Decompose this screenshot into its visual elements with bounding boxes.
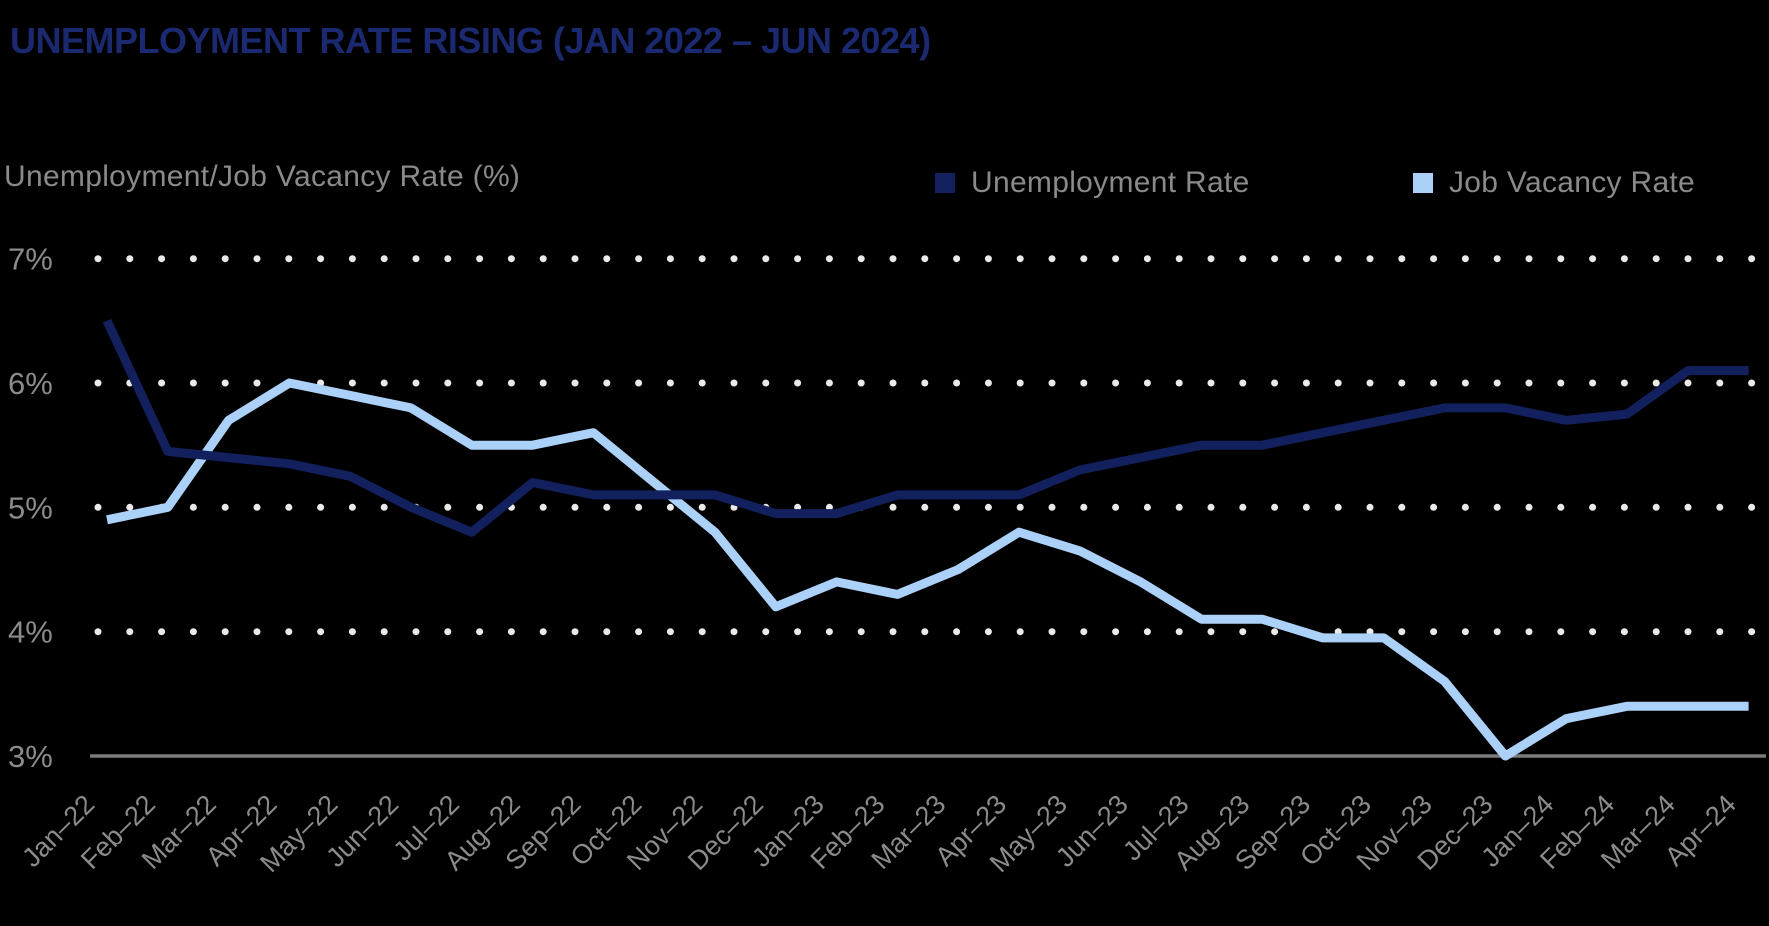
chart-title: UNEMPLOYMENT RATE RISING (JAN 2022 – JUN… — [10, 20, 931, 61]
unemployment-legend-swatch-icon — [935, 173, 955, 193]
unemployment-rate-line — [102, 318, 1749, 537]
unemployment-legend-label: Unemployment Rate — [971, 166, 1250, 199]
legend-item-job-vacancy: Job Vacancy Rate — [1413, 166, 1695, 200]
y-axis-title: Unemployment/Job Vacancy Rate (%) — [4, 160, 521, 193]
job-vacancy-legend-swatch-icon — [1413, 173, 1433, 193]
y-axis-label: 7% — [8, 242, 53, 277]
y-axis-labels: 7% 6% 5% 4% 3% — [8, 242, 53, 774]
job-vacancy-rate-line — [106, 378, 1749, 761]
y-axis-label: 5% — [8, 490, 53, 525]
y-axis-label: 3% — [8, 739, 53, 774]
gridline-dots — [94, 255, 1756, 636]
job-vacancy-legend-label: Job Vacancy Rate — [1449, 166, 1696, 199]
x-axis-labels: Jan–22Feb–22Mar–22Apr–22May–22Jun–22Jul–… — [16, 789, 1741, 878]
y-axis-label: 4% — [8, 615, 53, 650]
legend-item-unemployment: Unemployment Rate — [935, 166, 1250, 200]
y-axis-label: 6% — [8, 366, 53, 401]
